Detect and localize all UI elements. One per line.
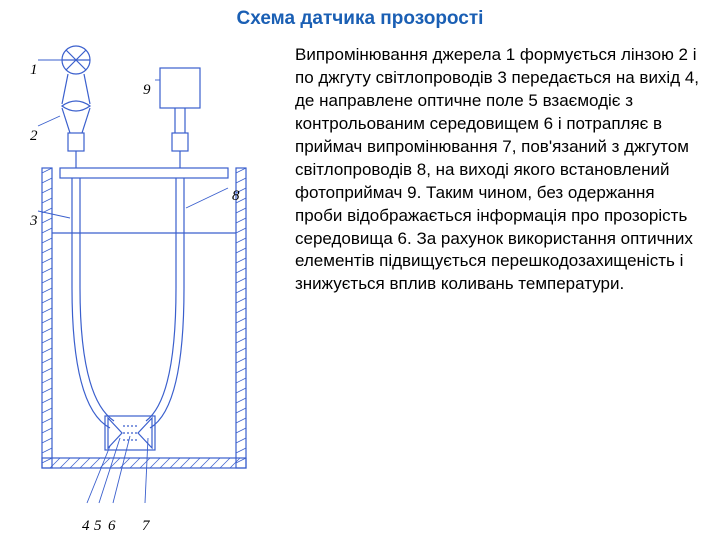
diagram-label-4: 4 [82,518,90,535]
connector-left [68,133,84,151]
fiber-right-8 [146,178,184,428]
diagram-svg [10,38,280,528]
diagram-label-6: 6 [108,518,116,535]
lens-2 [62,74,90,133]
diagram-label-3: 3 [30,213,38,230]
diagram-label-9: 9 [143,82,151,99]
source-1 [62,46,90,74]
bottom-leaders [87,436,148,503]
diagram-label-7: 7 [142,518,150,535]
photodetector-9 [160,68,200,108]
connector-right [172,133,188,151]
diagram-label-2: 2 [30,128,38,145]
page-title: Схема датчика прозорості [0,8,720,30]
diagram-label-5: 5 [94,518,102,535]
fiber-left-3 [72,178,114,428]
description-text: Випромінювання джерела 1 формується лінз… [295,44,705,296]
holder-bar [60,168,228,178]
diagram-label-8: 8 [232,188,240,205]
diagram-label-1: 1 [30,62,38,79]
sensor-diagram: 129384567 [10,38,280,528]
